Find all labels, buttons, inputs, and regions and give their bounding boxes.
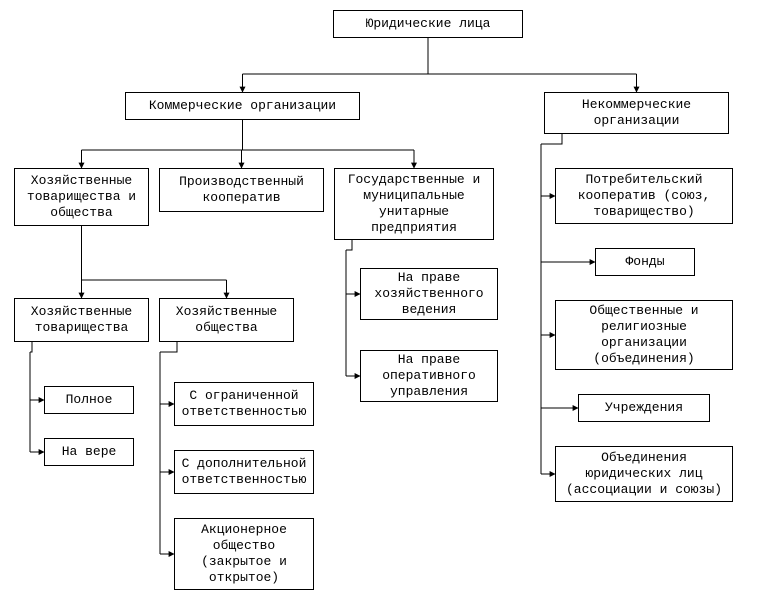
node-label: Акционерное общество (закрытое и открыто…: [181, 522, 307, 587]
node-ho1: С ограниченной ответственностью: [174, 382, 314, 426]
node-label: Производственный кооператив: [166, 174, 317, 207]
node-label: С дополнительной ответственностью: [181, 456, 307, 489]
node-c2: Производственный кооператив: [159, 168, 324, 212]
node-root: Юридические лица: [333, 10, 523, 38]
node-noncomm: Некоммерческие организации: [544, 92, 729, 134]
node-label: На праве хозяйственного ведения: [367, 270, 491, 319]
node-label: Общественные и религиозные организации (…: [562, 303, 726, 368]
node-label: Некоммерческие организации: [551, 97, 722, 130]
node-n5: Объединения юридических лиц (ассоциации …: [555, 446, 733, 502]
node-label: Хозяйственные общества: [166, 304, 287, 337]
node-ho3: Акционерное общество (закрытое и открыто…: [174, 518, 314, 590]
diagram-canvas: Юридические лица Коммерческие организации…: [0, 0, 768, 610]
node-ho: Хозяйственные общества: [159, 298, 294, 342]
node-c1: Хозяйственные товарищества и общества: [14, 168, 149, 226]
node-label: С ограниченной ответственностью: [181, 388, 307, 421]
node-label: Учреждения: [605, 400, 683, 416]
node-n3: Общественные и религиозные организации (…: [555, 300, 733, 370]
node-c3: Государственные и муниципальные унитарны…: [334, 168, 494, 240]
node-ht: Хозяйственные товарищества: [14, 298, 149, 342]
node-c3a: На праве хозяйственного ведения: [360, 268, 498, 320]
node-ht2: На вере: [44, 438, 134, 466]
node-ht1: Полное: [44, 386, 134, 414]
node-comm: Коммерческие организации: [125, 92, 360, 120]
node-label: Фонды: [625, 254, 664, 270]
node-label: Государственные и муниципальные унитарны…: [341, 172, 487, 237]
node-label: Хозяйственные товарищества и общества: [21, 173, 142, 222]
node-label: Юридические лица: [366, 16, 491, 32]
node-label: Хозяйственные товарищества: [21, 304, 142, 337]
node-n1: Потребительский кооператив (союз, товари…: [555, 168, 733, 224]
node-label: На вере: [62, 444, 117, 460]
node-label: Потребительский кооператив (союз, товари…: [562, 172, 726, 221]
node-n4: Учреждения: [578, 394, 710, 422]
node-label: На праве оперативного управления: [367, 352, 491, 401]
node-label: Полное: [66, 392, 113, 408]
node-ho2: С дополнительной ответственностью: [174, 450, 314, 494]
node-label: Объединения юридических лиц (ассоциации …: [562, 450, 726, 499]
node-c3b: На праве оперативного управления: [360, 350, 498, 402]
node-n2: Фонды: [595, 248, 695, 276]
node-label: Коммерческие организации: [149, 98, 336, 114]
